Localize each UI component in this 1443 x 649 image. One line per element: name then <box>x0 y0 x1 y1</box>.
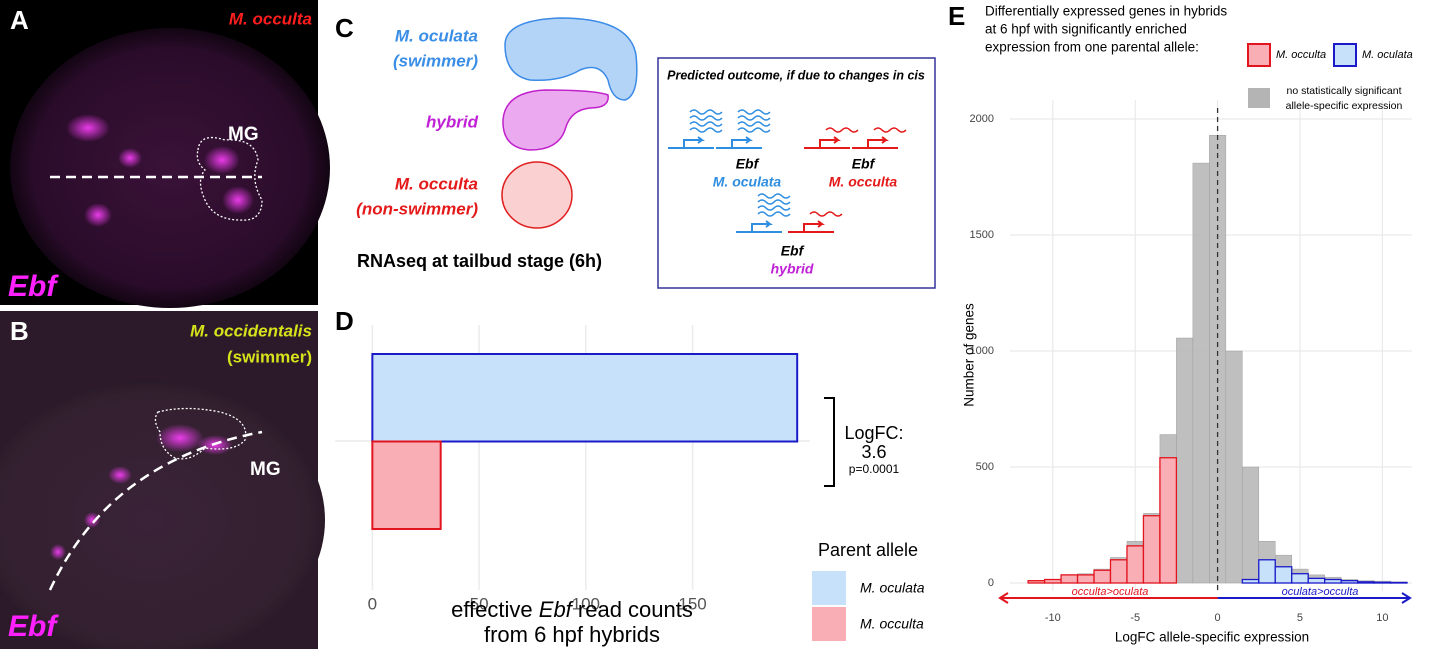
box-title: Predicted outcome, if due to changes in … <box>667 68 925 82</box>
histogram-bar <box>1176 338 1192 583</box>
species: M. occidentalis <box>190 321 312 340</box>
x-tick-label: 0 <box>1215 612 1221 624</box>
legend-label: no statistically significant <box>1287 85 1402 97</box>
x-tick-label: 5 <box>1297 612 1303 624</box>
histogram-bar <box>1275 567 1291 583</box>
annotation: 3.6 <box>861 442 886 462</box>
arrow-label: occulta>oculata <box>1072 586 1149 598</box>
bracket <box>824 398 834 486</box>
gene-name: Ebf <box>852 156 876 172</box>
bar <box>372 354 797 442</box>
y-tick-label: 0 <box>988 577 994 589</box>
x-axis-label: LogFC allele-specific expression <box>1115 630 1309 645</box>
legend-swatch <box>1248 88 1270 108</box>
annotation: p=0.0001 <box>849 462 900 476</box>
panel-label: C <box>335 13 354 43</box>
embryo-shape <box>505 18 637 100</box>
legend-label: M. occulta <box>860 616 924 632</box>
legend-swatch <box>1248 44 1270 66</box>
embryo-label: M. oculata <box>395 26 478 45</box>
y-tick-label: 2000 <box>970 113 994 125</box>
allele-label: M. occulta <box>829 174 898 190</box>
histogram-bar <box>1111 560 1127 583</box>
chart-title: expression from one parental allele: <box>985 40 1199 55</box>
y-tick-label: 1500 <box>970 229 994 241</box>
x-tick-label: 0 <box>368 594 377 613</box>
embryo-label: M. occulta <box>395 174 478 193</box>
embryo-label: hybrid <box>426 112 479 131</box>
embryo-shape <box>503 90 608 150</box>
legend-label: allele-specific expression <box>1286 100 1403 112</box>
histogram-bar <box>1045 580 1061 583</box>
histogram-bar <box>1078 575 1094 583</box>
embryo-shape <box>502 162 572 228</box>
x-label-part: Ebf <box>539 597 575 622</box>
embryo-note: (non-swimmer) <box>356 199 478 218</box>
legend-swatch <box>812 607 846 641</box>
histogram-bar <box>1242 467 1258 583</box>
panel-label: E <box>948 1 965 31</box>
histogram-bar <box>1226 351 1242 583</box>
histogram-bar <box>1358 582 1374 583</box>
legend-label: M. oculata <box>1362 49 1413 61</box>
legend-title: Parent allele <box>818 540 918 560</box>
histogram-bar <box>1061 575 1077 583</box>
histogram-bar <box>1193 163 1209 583</box>
embryo <box>10 28 330 308</box>
arrow-label: oculata>occulta <box>1282 586 1359 598</box>
histogram-bar <box>1242 580 1258 583</box>
panel-e: E Differentially expressed genes in hybri… <box>948 1 1413 645</box>
x-label-part: read counts <box>572 597 693 622</box>
histogram-bar <box>1341 581 1357 583</box>
species-note: (swimmer) <box>227 347 312 366</box>
caption: RNAseq at tailbud stage (6h) <box>357 251 602 271</box>
panel-a: A M. occulta MG Ebf <box>0 0 330 308</box>
allele-label: M. oculata <box>713 174 782 190</box>
bar <box>372 442 440 530</box>
legend-swatch <box>812 571 846 605</box>
legend-label: M. occulta <box>1276 49 1326 61</box>
figure: A M. occulta MG Ebf B M. occidentalis (s… <box>0 0 1443 649</box>
panel-b: B M. occidentalis (swimmer) MG Ebf <box>0 311 325 649</box>
legend-swatch <box>1334 44 1356 66</box>
gene-name: Ebf <box>781 243 805 259</box>
gene-name: Ebf <box>736 156 760 172</box>
region-label: MG <box>228 124 259 145</box>
gene-label: Ebf <box>8 610 59 643</box>
x-axis-label: from 6 hpf hybrids <box>484 622 660 647</box>
panel-label: B <box>10 316 29 346</box>
panel-c: C M. oculata (swimmer) hybrid M. occulta… <box>335 13 935 288</box>
region-label: MG <box>250 459 281 480</box>
histogram-bar <box>1143 516 1159 583</box>
x-tick-label: -10 <box>1045 612 1061 624</box>
species: M. occulta <box>229 9 312 28</box>
embryo-note: (swimmer) <box>393 51 478 70</box>
panel-label: A <box>10 5 29 35</box>
histogram-bar <box>1094 570 1110 583</box>
annotation: LogFC: <box>844 423 903 443</box>
x-label-part: effective <box>451 597 539 622</box>
histogram-bar <box>1308 578 1324 583</box>
histogram-bar <box>1325 580 1341 583</box>
panel-label: D <box>335 306 354 336</box>
histogram-bar <box>1028 581 1044 583</box>
y-tick-label: 500 <box>976 461 994 473</box>
x-tick-label: 10 <box>1376 612 1388 624</box>
histogram-bar <box>1259 560 1275 583</box>
histogram-bar <box>1160 458 1176 583</box>
histogram-bar <box>1127 546 1143 583</box>
histogram-bar <box>1374 582 1390 583</box>
chart-title: at 6 hpf with significantly enriched <box>985 22 1187 37</box>
gene-label: Ebf <box>8 270 59 303</box>
y-axis-label: Number of genes <box>962 303 977 407</box>
allele-label: hybrid <box>771 261 814 277</box>
x-tick-label: -5 <box>1130 612 1140 624</box>
x-axis-label: effective Ebf read counts <box>451 597 693 622</box>
legend-label: M. oculata <box>860 580 925 596</box>
histogram-bar <box>1292 574 1308 583</box>
chart-title: Differentially expressed genes in hybrid… <box>985 4 1227 19</box>
